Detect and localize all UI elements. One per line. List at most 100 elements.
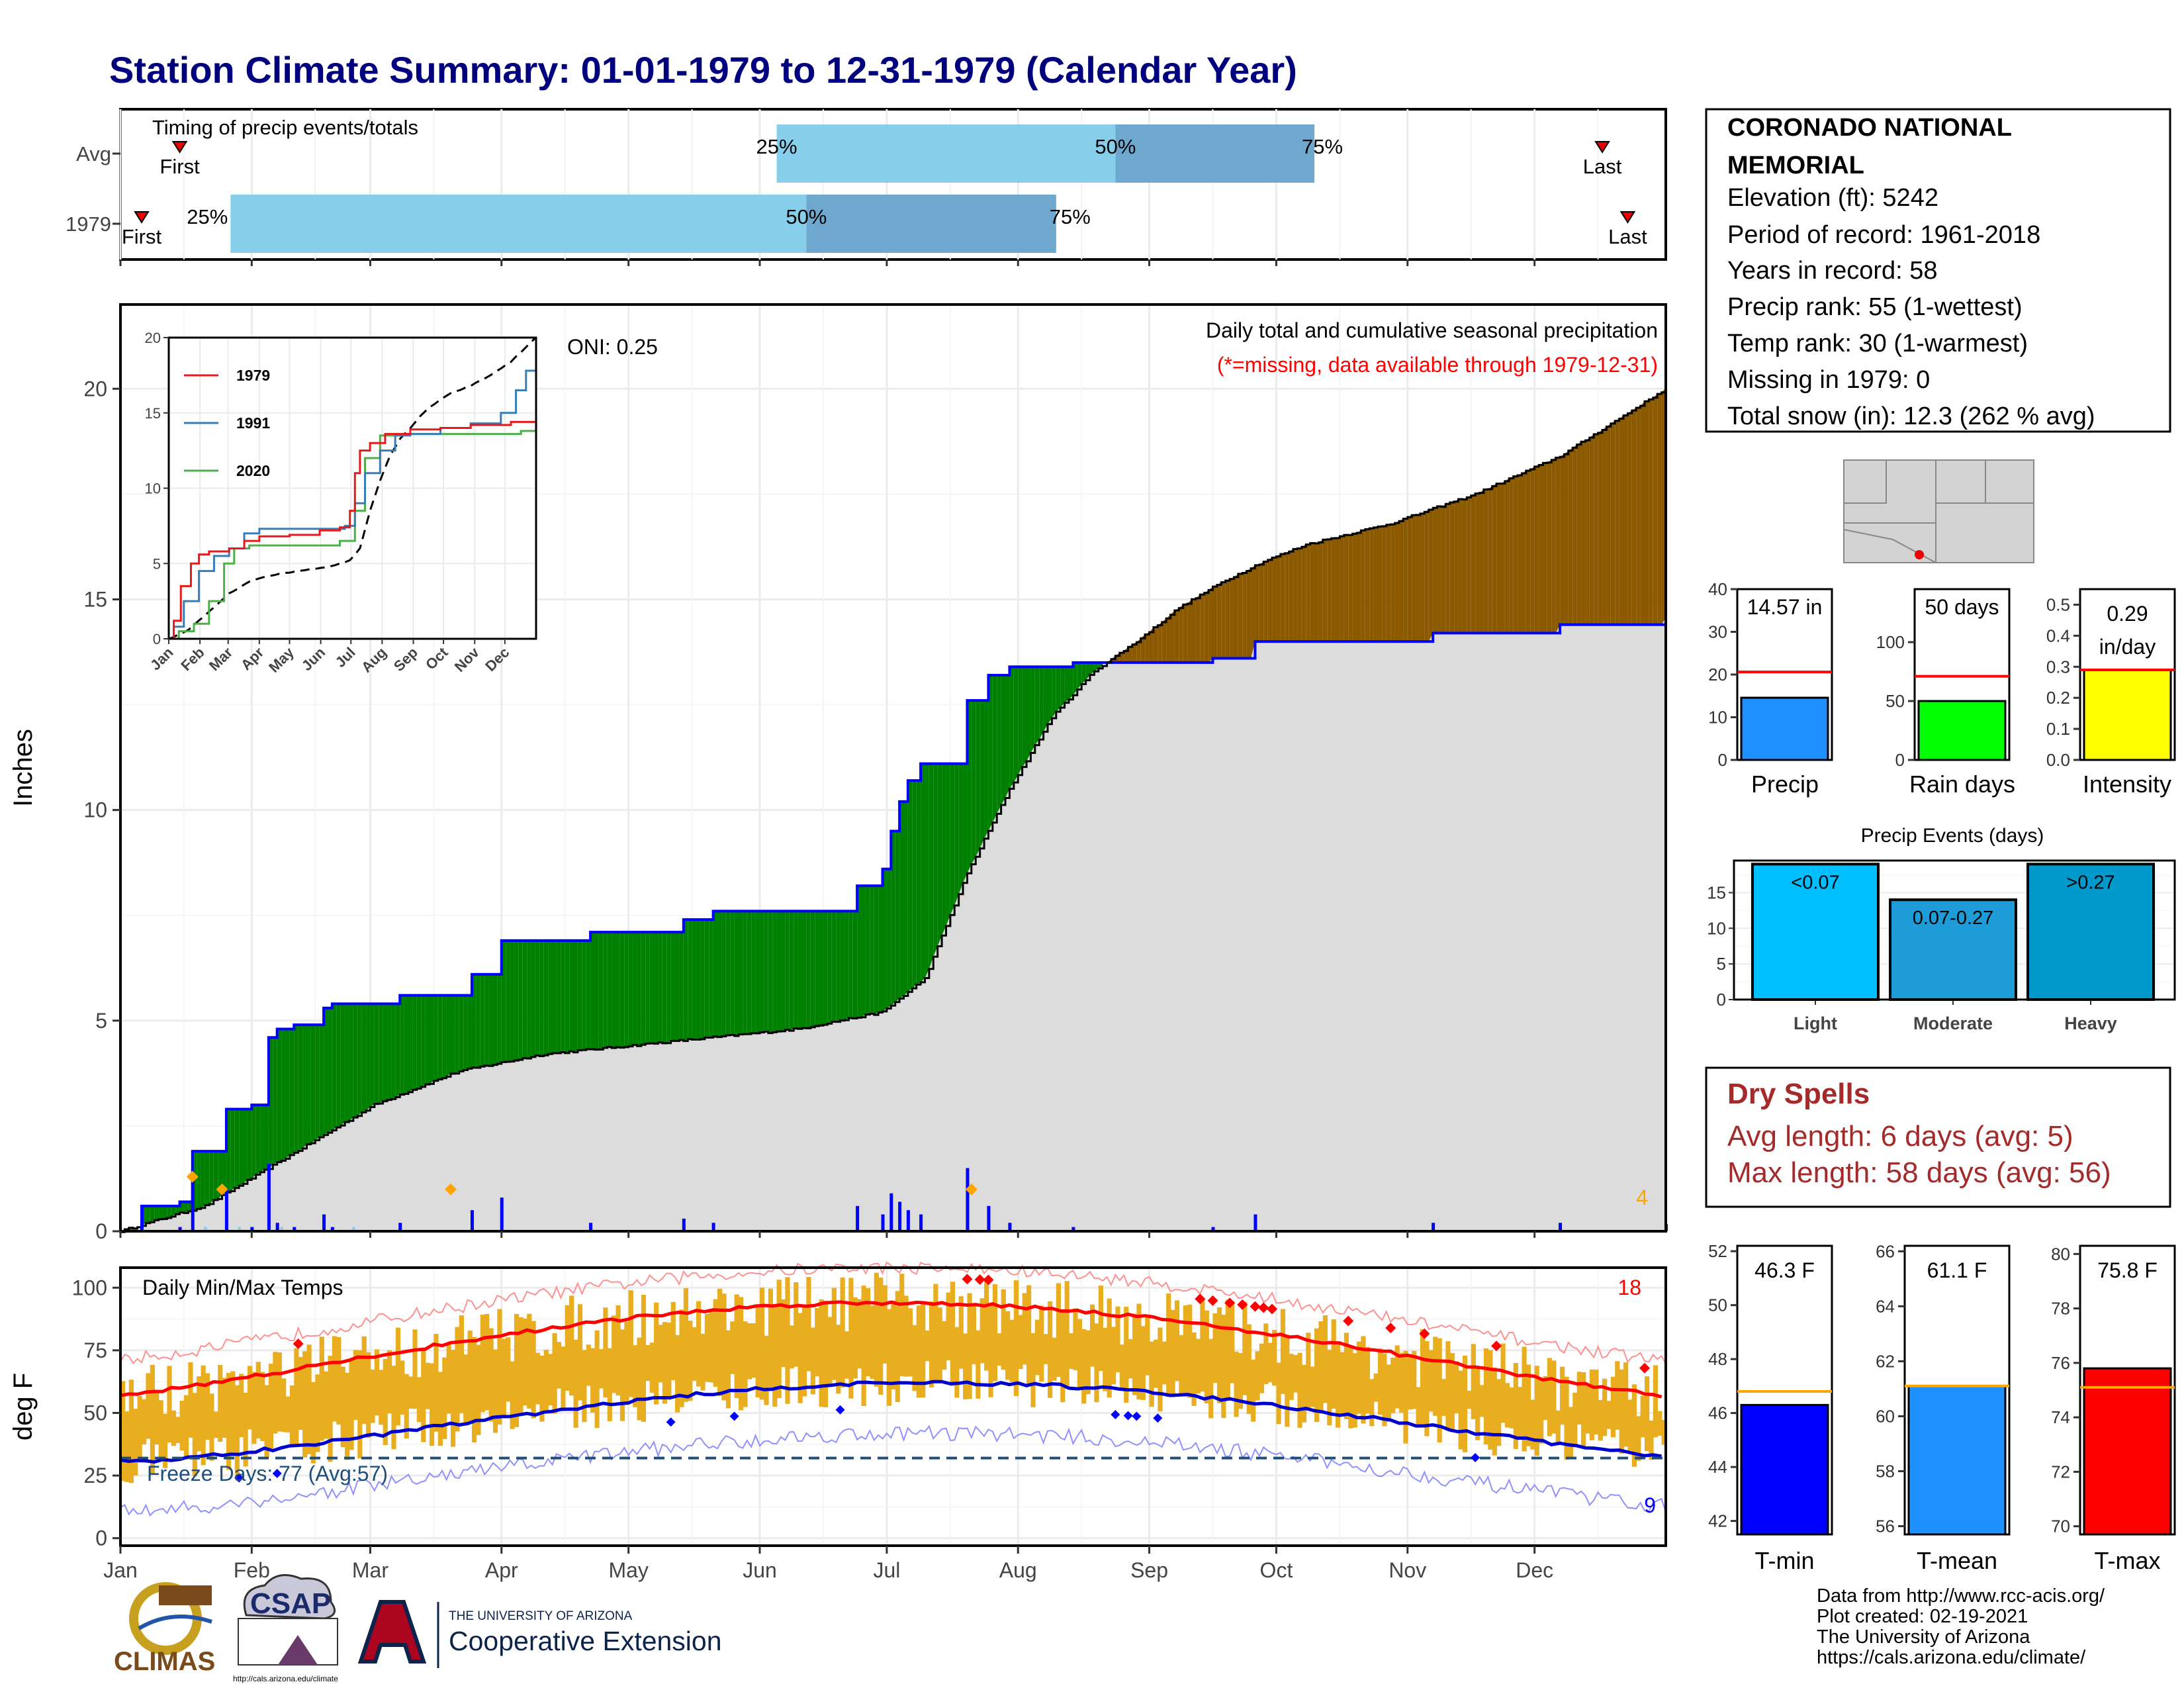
temp-daily-bar <box>1081 1329 1087 1404</box>
precip-below-area <box>1259 561 1264 642</box>
precip-above-area <box>167 1205 171 1218</box>
precip-below-area <box>1238 573 1243 659</box>
precip-below-area <box>1267 557 1273 642</box>
temp-daily-bar <box>1179 1335 1184 1395</box>
temp-daily-bar <box>416 1377 422 1423</box>
temp-daily-bar <box>1153 1339 1159 1388</box>
timing-last-label: Last <box>1608 225 1647 248</box>
daily-precip-bar <box>589 1223 593 1231</box>
station-precip-rank: Precip rank: 55 (1-wettest) <box>1727 293 2023 321</box>
precip-above-area <box>979 700 985 849</box>
temp-daily-bar <box>797 1313 803 1403</box>
daily-precip-bar <box>322 1214 326 1231</box>
temp-daily-bar <box>1166 1293 1171 1397</box>
temp-daily-bar <box>1001 1289 1006 1370</box>
temp-daily-bar <box>1145 1316 1150 1376</box>
precip-above-area <box>518 940 523 1060</box>
precip-above-area <box>412 995 417 1090</box>
precip-above-area <box>171 1205 176 1217</box>
station-name-2: MEMORIAL <box>1727 152 1864 179</box>
temp-daily-bar <box>1564 1376 1569 1460</box>
daily-precip-bar-trace <box>280 1227 284 1231</box>
temp-daily-bar <box>349 1358 354 1450</box>
precip-above-area <box>492 974 498 1065</box>
temp-daily-bar <box>1433 1336 1438 1416</box>
temp-daily-bar <box>612 1315 617 1393</box>
climas-text: CLIMAS <box>114 1647 215 1676</box>
precip-below-area <box>1191 598 1196 663</box>
precip-below-area <box>1187 599 1192 663</box>
temp-daily-bar <box>501 1338 506 1416</box>
gauge-tick-label: 0.0 <box>2046 750 2070 770</box>
record-high-marker <box>1385 1323 1396 1334</box>
temp-daily-bar <box>1513 1363 1518 1449</box>
precip-below-area <box>1361 529 1365 642</box>
temp-daily-bar <box>1445 1341 1451 1430</box>
precip-above-area <box>785 911 790 1031</box>
precip-below-area <box>1166 614 1171 663</box>
precip-above-area <box>548 940 553 1055</box>
cold-count: 9 <box>1644 1493 1656 1517</box>
temp-daily-bar <box>209 1393 214 1461</box>
precip-above-area <box>154 1205 159 1221</box>
temp-daily-bar <box>806 1276 811 1372</box>
temp-daily-bar <box>183 1395 189 1460</box>
inset-line-2020 <box>169 428 537 640</box>
precip-below-area <box>1424 510 1429 642</box>
temp-daily-bar <box>1365 1346 1370 1414</box>
precip-below-area <box>1195 594 1201 663</box>
precip-above-area <box>683 919 688 1041</box>
temp-daily-bar <box>1267 1342 1273 1383</box>
locator-map <box>1843 459 2034 563</box>
temp-daily-bar <box>946 1292 951 1361</box>
precip-below-area <box>1234 573 1238 659</box>
temp-daily-bar <box>717 1288 723 1396</box>
gauge-value-unit: in/day <box>2099 635 2156 659</box>
precip-below-area <box>1598 430 1603 625</box>
record-high-marker <box>1250 1301 1261 1312</box>
daily-precip-bar <box>711 1223 715 1231</box>
precip-above-area <box>1018 667 1023 775</box>
daily-precip-bar <box>1211 1227 1215 1231</box>
temp-daily-bar <box>1060 1312 1066 1403</box>
inset-average-line <box>168 336 537 640</box>
temp-daily-bar <box>739 1297 744 1411</box>
temp-gauge-value: 75.8 F <box>2097 1258 2158 1282</box>
csap-url: http://cals.arizona.edu/climate <box>233 1674 338 1683</box>
temp-daily-bar <box>1068 1333 1074 1370</box>
precip-above-area <box>1052 667 1056 719</box>
temp-ytick-label: 75 <box>83 1338 107 1362</box>
temp-daily-bar <box>683 1288 689 1402</box>
temp-daily-bar <box>1483 1348 1489 1445</box>
temp-daily-bar <box>1343 1333 1349 1419</box>
precip-below-area <box>1623 413 1628 625</box>
precip-below-area <box>1314 542 1319 642</box>
precip-above-area <box>637 932 641 1047</box>
map-borders <box>1843 460 2034 563</box>
temp-daily-bar <box>1500 1343 1506 1423</box>
precip-below-area <box>1230 577 1234 659</box>
precip-ytick-label: 0 <box>95 1219 107 1243</box>
record-high-marker <box>1419 1328 1430 1339</box>
temp-daily-bar <box>1225 1299 1230 1401</box>
precip-below-area <box>1433 506 1437 633</box>
temp-daily-bar <box>205 1373 210 1440</box>
temp-daily-bar <box>997 1333 1002 1366</box>
temp-daily-bar <box>302 1351 308 1458</box>
temperature-panel: 0 25 50 75 100 Jan Feb Mar Apr May Jun Jul Aug Sep Oc… <box>9 1231 1667 1582</box>
gauge-tick-label: 20 <box>1708 665 1727 684</box>
temp-daily-bar <box>1331 1319 1336 1409</box>
precip-below-area <box>1539 463 1543 633</box>
temp-daily-bar <box>700 1333 705 1391</box>
precip-below-area <box>1242 571 1247 659</box>
precip-above-area <box>865 886 870 1015</box>
temp-daily-bar <box>298 1357 303 1430</box>
precip-above-area <box>717 911 722 1037</box>
temp-daily-bar <box>1132 1313 1138 1395</box>
precip-below-area <box>1340 535 1344 642</box>
temp-daily-bar <box>1208 1338 1214 1419</box>
temp-daily-bar <box>1386 1364 1391 1422</box>
temp-daily-bar <box>1522 1346 1527 1452</box>
daily-precip-bar <box>889 1193 893 1231</box>
temp-daily-bar <box>1204 1310 1209 1404</box>
